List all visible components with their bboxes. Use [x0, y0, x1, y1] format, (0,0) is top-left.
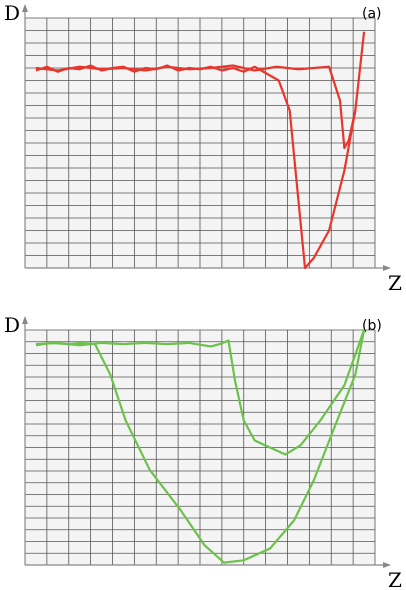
- x-arrow: [383, 562, 391, 568]
- x-axis-label: Z: [388, 568, 402, 590]
- y-arrow: [22, 316, 28, 324]
- x-axis-label: Z: [388, 271, 402, 295]
- y-arrow: [22, 4, 28, 12]
- y-axis-label: D: [4, 1, 20, 25]
- data-line: [35, 64, 357, 150]
- x-arrow: [383, 265, 391, 271]
- panel-label: (b): [362, 318, 382, 334]
- data-line: [35, 329, 366, 564]
- panel-label: (a): [362, 6, 382, 22]
- data-line: [35, 329, 366, 456]
- y-axis-label: D: [4, 313, 20, 337]
